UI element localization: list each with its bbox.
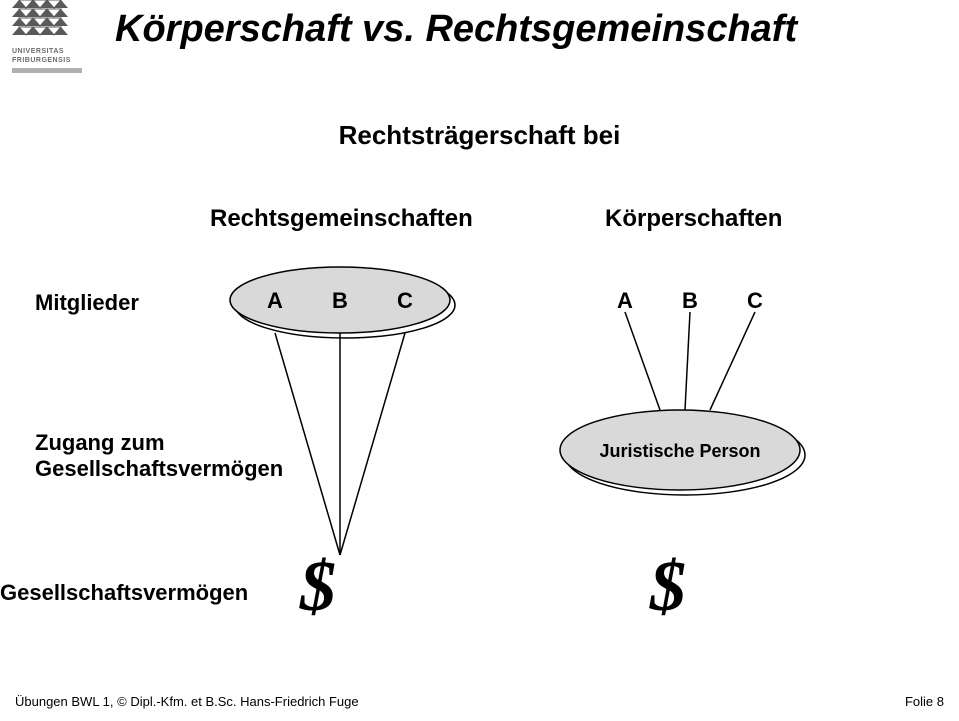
column-header-left: Rechtsgemeinschaften <box>210 205 473 233</box>
right-member-c: C <box>747 288 763 313</box>
right-member-b: B <box>682 288 698 313</box>
right-member-a: A <box>617 288 633 313</box>
column-header-right: Körperschaften <box>605 205 782 233</box>
left-member-b: B <box>332 288 348 313</box>
dollar-right: $ <box>650 545 686 628</box>
jp-ellipse <box>560 410 800 490</box>
left-member-c: C <box>397 288 413 313</box>
slide-subtitle: Rechtsträgerschaft bei <box>0 120 959 151</box>
row-label-zugang-line1: Zugang zum <box>35 430 165 455</box>
logo-text-1: UNIVERSITAS <box>12 48 112 55</box>
footer-left: Übungen BWL 1, © Dipl.-Kfm. et B.Sc. Han… <box>15 694 359 709</box>
right-line-b <box>685 312 690 410</box>
slide: UNIVERSITAS FRIBURGENSIS Körperschaft vs… <box>0 0 959 721</box>
row-label-zugang-line2: Gesellschaftsvermögen <box>35 456 283 481</box>
dollar-left: $ <box>300 545 336 628</box>
row-label-mitglieder: Mitglieder <box>35 290 139 316</box>
left-line-c <box>340 333 405 555</box>
jp-label: Juristische Person <box>599 441 760 461</box>
logo-triangles-icon <box>12 0 82 46</box>
left-members-ellipse <box>230 267 450 333</box>
footer-right: Folie 8 <box>905 694 944 709</box>
left-line-a <box>275 333 340 555</box>
left-members-ellipse-shadow <box>235 272 455 338</box>
logo-underline <box>12 68 82 73</box>
logo-text-2: FRIBURGENSIS <box>12 57 112 64</box>
row-label-vermoegen: Gesellschaftsvermögen <box>0 580 248 606</box>
jp-ellipse-shadow <box>565 415 805 495</box>
diagram-svg: A B C A B C Juristische Person <box>0 0 959 721</box>
university-logo: UNIVERSITAS FRIBURGENSIS <box>12 0 112 73</box>
right-line-a <box>625 312 660 410</box>
right-line-c <box>710 312 755 410</box>
left-member-a: A <box>267 288 283 313</box>
slide-title: Körperschaft vs. Rechtsgemeinschaft <box>115 8 797 51</box>
row-label-zugang: Zugang zum Gesellschaftsvermögen <box>35 430 283 482</box>
